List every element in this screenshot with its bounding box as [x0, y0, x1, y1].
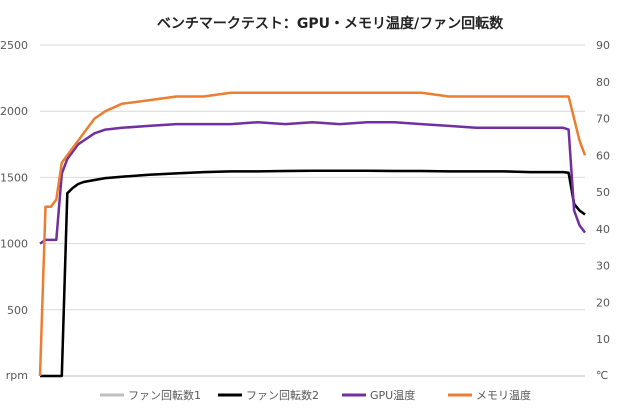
right-tick-label: 70 [596, 113, 610, 126]
right-tick-label: 60 [596, 149, 610, 162]
legend: ファン回転数1 ファン回転数2 GPU温度 メモリ温度 [100, 388, 531, 402]
series-layer [38, 91, 587, 378]
series-line-4 [38, 91, 587, 377]
left-axis-unit: rpm [6, 369, 28, 382]
left-axis-ticks: 500 1000 1500 2000 2500 [0, 39, 28, 317]
right-tick-label: 10 [596, 333, 610, 346]
chart-title: ベンチマークテスト：GPU・メモリ温度/ファン回転数 [157, 15, 504, 32]
right-tick-label: 30 [596, 260, 610, 273]
legend-label: メモリ温度 [476, 388, 531, 402]
left-tick-label: 2500 [0, 39, 28, 52]
right-tick-label: 90 [596, 39, 610, 52]
legend-label: ファン回転数1 [128, 389, 201, 402]
left-tick-label: 1000 [0, 238, 28, 251]
right-tick-label: 80 [596, 76, 610, 89]
left-tick-label: 2000 [0, 105, 28, 118]
right-tick-label: 40 [596, 223, 610, 236]
right-tick-label: 50 [596, 186, 610, 199]
legend-label: ファン回転数2 [246, 389, 319, 402]
series-line-3 [39, 120, 587, 245]
left-tick-label: 1500 [0, 171, 28, 184]
legend-label: GPU温度 [370, 388, 415, 402]
right-tick-label: 20 [596, 296, 610, 309]
gridlines [40, 44, 585, 377]
right-axis-unit: ℃ [596, 369, 608, 382]
right-axis-ticks: 10 20 30 40 50 60 70 80 90 [596, 39, 610, 346]
series-line-1 [40, 169, 586, 378]
series-line-2 [40, 169, 586, 378]
left-tick-label: 500 [7, 304, 28, 317]
